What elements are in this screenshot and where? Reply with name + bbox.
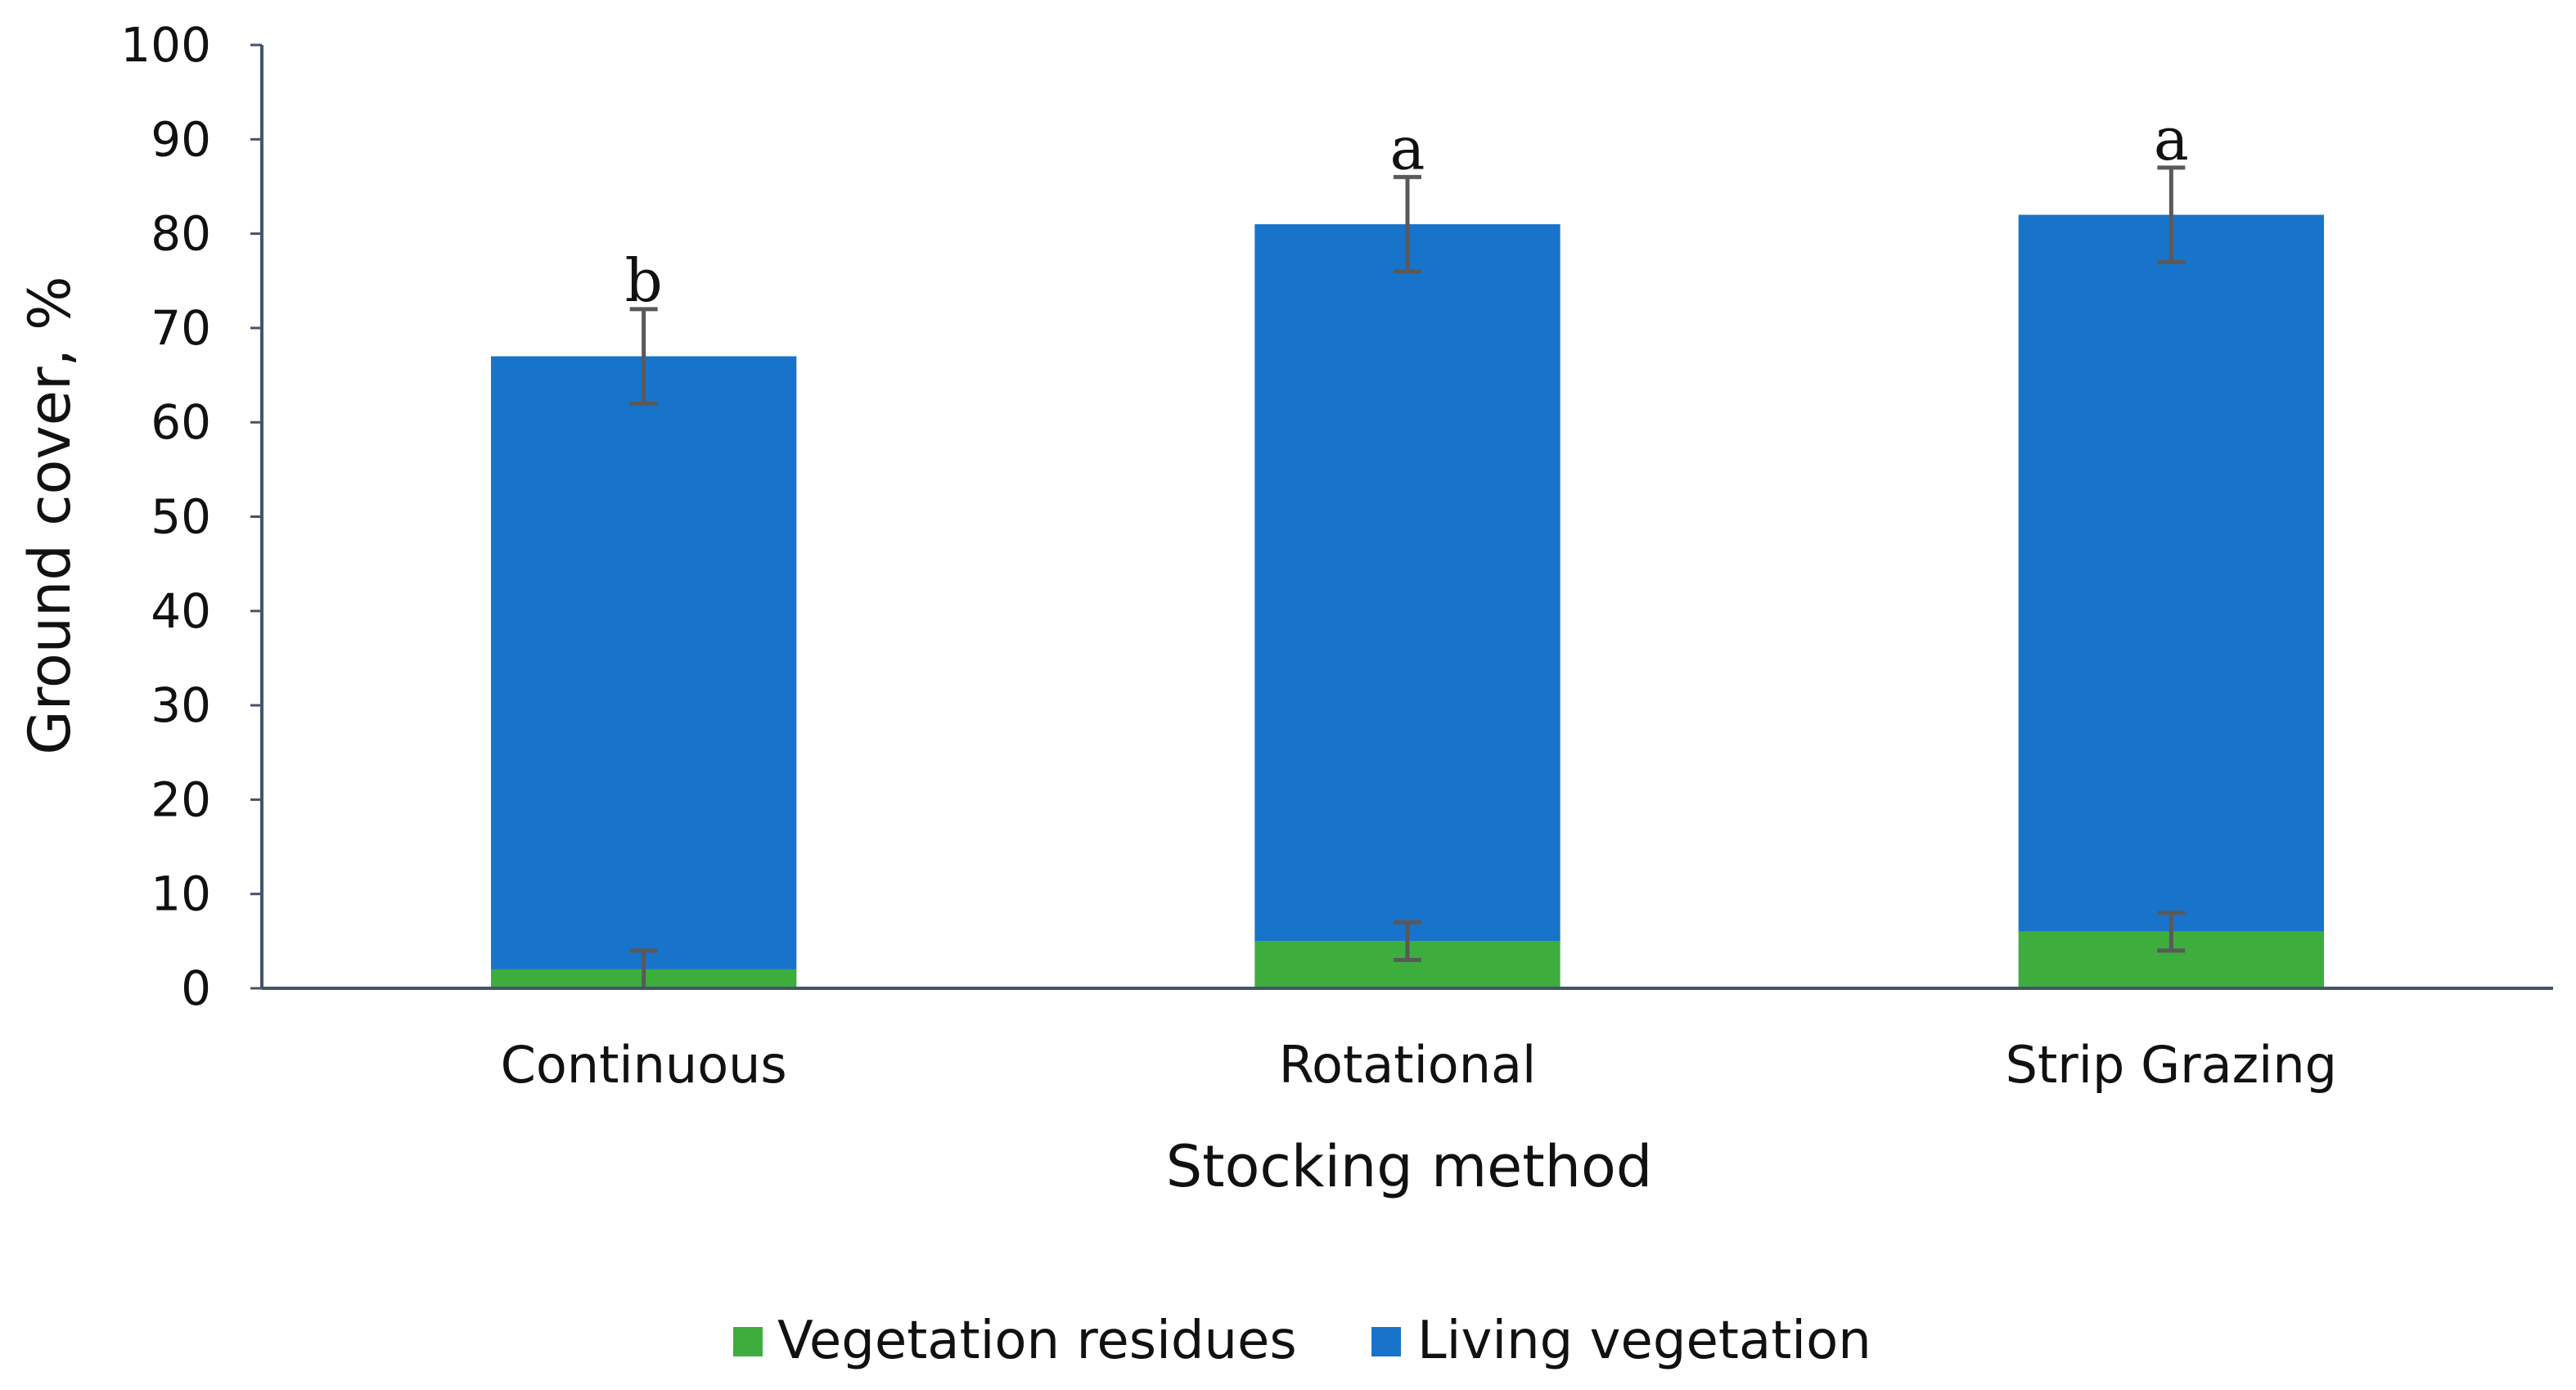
x-category-labels: Continuous Rotational Strip Grazing — [501, 1035, 2337, 1095]
x-category-label-1: Rotational — [1279, 1035, 1537, 1095]
y-tick-label-80: 80 — [151, 206, 211, 262]
y-tick-labels: 0 10 20 30 40 50 60 70 80 90 100 — [120, 17, 262, 1016]
error-bar-vegetation-residues-0 — [629, 948, 658, 988]
significance-letter-2: a — [2154, 105, 2189, 173]
y-tick-label-20: 20 — [151, 771, 211, 827]
legend: Vegetation residues Living vegetation — [733, 1311, 1871, 1371]
x-axis-title: Stocking method — [1166, 1133, 1653, 1200]
x-category-label-0: Continuous — [501, 1035, 787, 1095]
error-bar-living-vegetation-2 — [2157, 165, 2186, 264]
error-bar-living-vegetation-1 — [1394, 174, 1421, 274]
y-axis-title: Ground cover, % — [16, 276, 83, 754]
y-tick-label-90: 90 — [151, 111, 211, 167]
y-tick-label-40: 40 — [151, 583, 211, 639]
bar-living-vegetation-strip-grazing — [2018, 214, 2324, 932]
x-category-label-2: Strip Grazing — [2006, 1035, 2337, 1095]
error-bar-vegetation-residues-1 — [1394, 920, 1421, 962]
error-bar-vegetation-residues-2 — [2157, 911, 2186, 953]
y-tick-label-30: 30 — [151, 677, 211, 733]
significance-letter-0: b — [625, 246, 663, 315]
legend-swatch-vegetation-residues — [733, 1327, 763, 1356]
error-bars-layer — [629, 165, 2186, 988]
y-tick-label-0: 0 — [181, 960, 211, 1016]
bars-layer — [491, 214, 2324, 988]
y-tick-label-60: 60 — [151, 394, 211, 450]
legend-swatch-living-vegetation — [1371, 1327, 1401, 1356]
significance-letter-1: a — [1390, 114, 1425, 182]
error-bar-living-vegetation-0 — [629, 307, 658, 406]
legend-label-living-vegetation: Living vegetation — [1417, 1311, 1871, 1371]
significance-letters: b a a — [625, 105, 2189, 315]
y-tick-label-100: 100 — [120, 17, 211, 73]
bar-living-vegetation-continuous — [491, 356, 797, 969]
bar-living-vegetation-rotational — [1254, 224, 1560, 942]
legend-label-vegetation-residues: Vegetation residues — [777, 1311, 1297, 1371]
y-tick-label-10: 10 — [151, 866, 211, 922]
y-tick-label-50: 50 — [151, 489, 211, 545]
y-tick-label-70: 70 — [151, 300, 211, 356]
